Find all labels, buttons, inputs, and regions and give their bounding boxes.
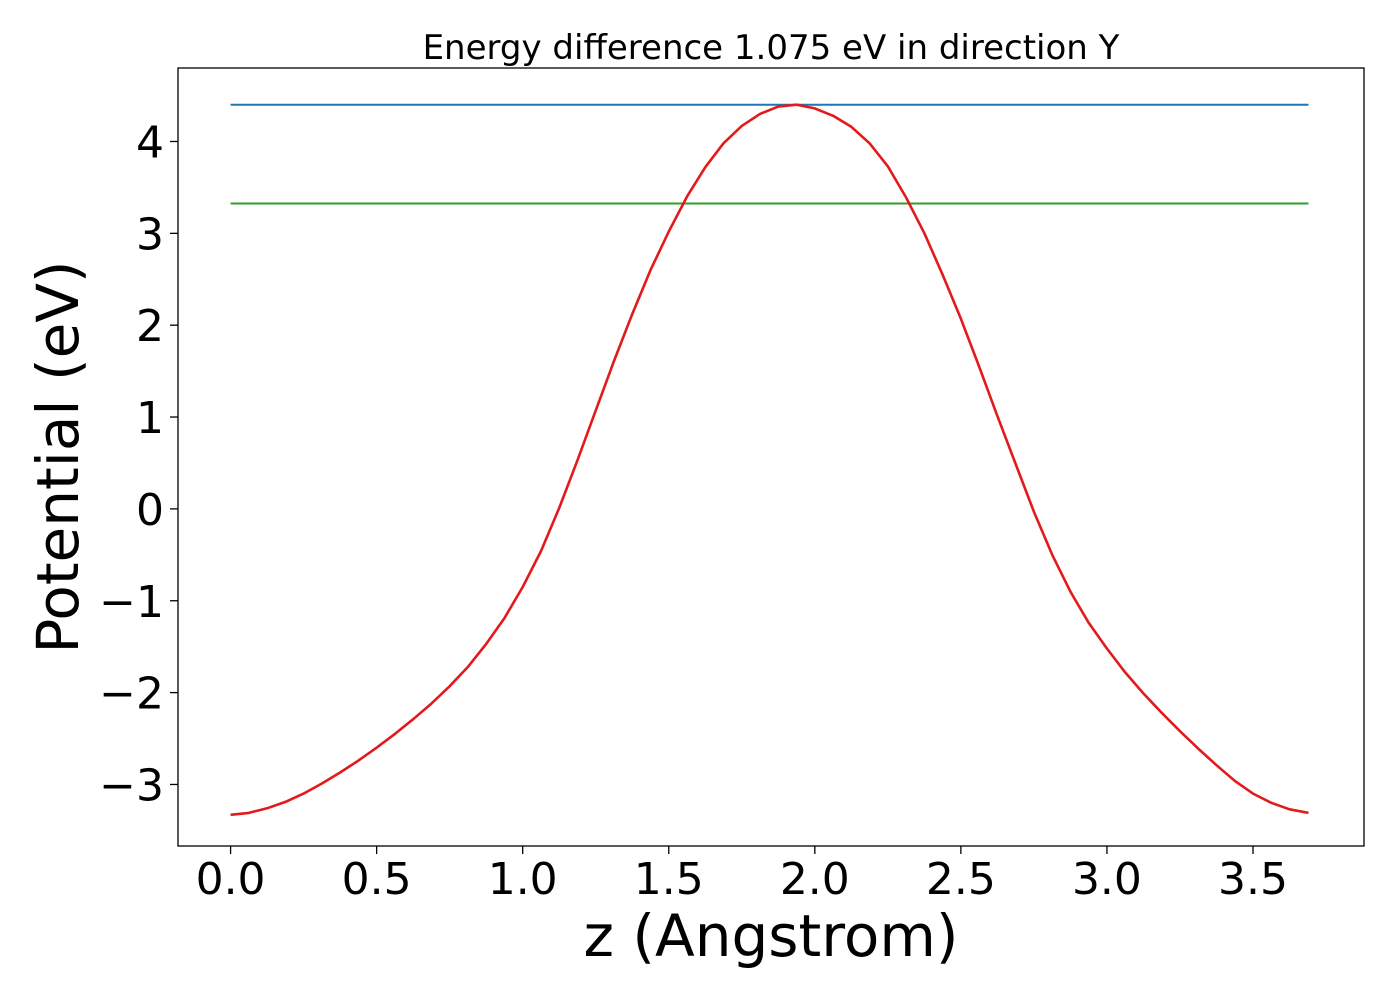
x-axis-label: z (Angstrom) xyxy=(584,902,959,970)
y-tick-label: −2 xyxy=(99,669,164,720)
x-tick-label: 0.5 xyxy=(342,854,412,905)
plot-area xyxy=(177,67,1365,847)
x-tick-label: 3.5 xyxy=(1218,854,1288,905)
chart-title: Energy difference 1.075 eV in direction … xyxy=(423,28,1120,68)
x-axis-ticks: 0.0 0.5 1.0 1.5 2.0 2.5 3.0 3.5 xyxy=(196,846,1288,905)
y-tick-label: 4 xyxy=(136,117,164,168)
x-tick-label: 2.0 xyxy=(780,854,850,905)
y-axis-label: Potential (eV) xyxy=(24,260,92,653)
y-tick-label: 1 xyxy=(136,393,164,444)
series-line-2 xyxy=(230,103,1309,817)
x-tick-label: 0.0 xyxy=(196,854,266,905)
series-group xyxy=(230,103,1309,817)
y-tick-label: −1 xyxy=(99,577,164,628)
y-axis-ticks: −3 −2 −1 0 1 2 3 4 xyxy=(99,117,178,811)
x-tick-label: 3.0 xyxy=(1072,854,1142,905)
y-tick-label: 2 xyxy=(136,301,164,352)
x-tick-label: 2.5 xyxy=(926,854,996,905)
x-tick-label: 1.5 xyxy=(634,854,704,905)
y-tick-label: 3 xyxy=(136,209,164,260)
y-tick-label: −3 xyxy=(99,760,164,811)
y-tick-label: 0 xyxy=(136,485,164,536)
x-tick-label: 1.0 xyxy=(488,854,558,905)
